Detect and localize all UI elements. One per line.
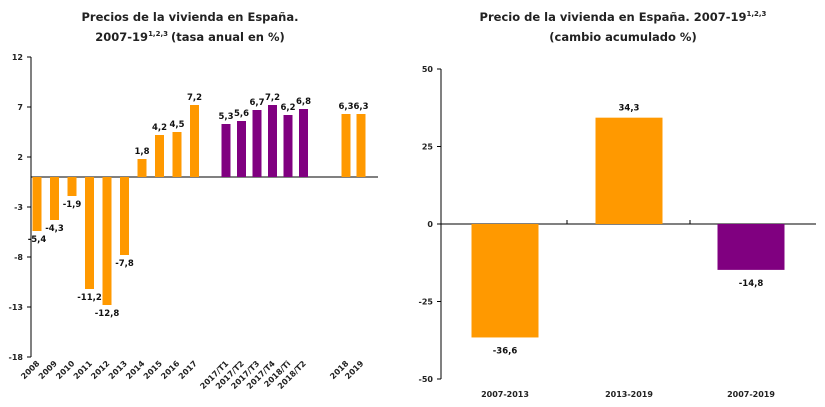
chart2-title-superscript: 1,2,3: [747, 10, 767, 18]
chart1-data-label: 6,7: [249, 98, 264, 108]
chart1-title-superscript: 1,2,3: [148, 30, 168, 38]
chart1-data-label: 6,3: [353, 102, 368, 112]
chart1-bar: [252, 110, 262, 177]
chart2-x-category-label: 2007-2019: [727, 390, 775, 399]
chart1-data-label: 4,5: [169, 120, 184, 130]
chart2-y-tick-label: 0: [427, 220, 433, 229]
chart2-bar: [717, 224, 785, 270]
chart1-data-label: 6,3: [338, 102, 353, 112]
chart1-bar: [356, 114, 366, 177]
chart1-data-label: -11,2: [77, 293, 102, 303]
chart1-y-tick-label: 12: [12, 53, 23, 62]
chart1-data-label: 4,2: [152, 123, 167, 133]
chart1-data-label: -12,8: [95, 309, 120, 319]
chart1-bar: [50, 177, 59, 220]
chart2-title-line1-main: Precio de la vivienda en España. 2007-19: [480, 10, 747, 24]
chart1-x-tick-label: 2016: [159, 359, 181, 381]
chart1-data-label: -7,8: [115, 259, 134, 269]
chart1-data-label: 7,2: [187, 93, 202, 103]
chart1-data-label: 6,2: [280, 103, 295, 113]
chart1-data-label: -5,4: [28, 235, 47, 245]
chart1-data-label: 5,6: [234, 109, 249, 119]
chart2-title-line2: (cambio acumulado %): [549, 30, 696, 44]
chart1-bar: [67, 177, 77, 196]
chart1-bar: [85, 177, 94, 289]
chart2-data-label: 34,3: [619, 104, 640, 114]
chart1-bar: [299, 109, 308, 177]
chart1-x-tick-label: 2008: [19, 359, 41, 381]
chart1-x-tick-label: 2010: [54, 359, 76, 381]
chart2-y-tick-label: 25: [422, 143, 434, 152]
chart1-x-tick-label: 2014: [124, 359, 146, 381]
chart1-plot: 12 7 2 -3 -8 -13 -18 -5,4 2008 -4,3 2009 -1,9 2010 -1…: [9, 53, 378, 391]
chart1-bar: [137, 159, 147, 177]
chart1-x-tick-label: 2017: [177, 359, 199, 381]
chart1-x-tick-label: 2012: [89, 359, 111, 381]
chart1-bar: [102, 177, 112, 305]
chart1-title-line2: 2007-191,2,3 (tasa anual en %): [95, 30, 284, 44]
chart1-y-tick-label: 7: [17, 103, 23, 112]
chart1-title-line1: Precios de la vivienda en España.: [81, 10, 298, 24]
chart2-bar: [595, 117, 663, 224]
chart2-plot: 50 25 0 -25 -50 -36,6 2007-2013 34,3 2013-2019 -1…: [419, 65, 816, 399]
chart1-data-label: 7,2: [265, 93, 280, 103]
chart2-y-tick-label: 50: [422, 65, 434, 74]
chart2-y-tick-label: -25: [419, 298, 434, 307]
chart1-data-label: -4,3: [45, 224, 64, 234]
chart2-title-line1: Precio de la vivienda en España. 2007-19…: [480, 10, 767, 24]
chart1-data-label: -1,9: [63, 200, 82, 210]
chart1-bar: [221, 124, 231, 177]
chart1-x-tick-label: 2011: [72, 359, 94, 381]
chart1-x-tick-label: 2013: [107, 359, 129, 381]
chart1-bar: [172, 132, 182, 177]
chart1-y-tick-label: -8: [14, 253, 23, 262]
chart1-title-line2-tail: (tasa anual en %): [171, 30, 285, 44]
chart1-bar: [190, 105, 199, 177]
chart1-y-tick-label: -18: [9, 353, 24, 362]
chart2-data-label: -14,8: [739, 279, 764, 289]
chart1-x-tick-label: 2009: [37, 359, 59, 381]
chart2-y-tick-label: -50: [419, 375, 434, 384]
chart1-data-label: 1,8: [134, 147, 149, 157]
chart1-y-tick-label: 2: [17, 153, 23, 162]
chart1-title-line2-main: 2007-19: [95, 30, 148, 44]
chart1-bar: [268, 105, 277, 177]
chart1-bar: [32, 177, 42, 231]
chart1-x-tick-label: 2015: [142, 359, 164, 381]
chart1-data-label: 5,3: [218, 112, 233, 122]
chart1-bar: [283, 115, 293, 177]
chart1-bar: [155, 135, 164, 177]
chart1-y-tick-label: -3: [14, 203, 23, 212]
chart1-bar: [120, 177, 129, 255]
chart1-bar: [237, 121, 246, 177]
chart2-x-category-label: 2013-2019: [605, 390, 653, 399]
chart2-data-label: -36,6: [493, 346, 518, 356]
chart1-y-tick-label: -13: [9, 303, 23, 312]
chart2-x-category-label: 2007-2013: [481, 390, 529, 399]
chart2-bar: [471, 224, 539, 338]
chart1-bar: [341, 114, 351, 177]
chart1-data-label: 6,8: [296, 97, 311, 107]
